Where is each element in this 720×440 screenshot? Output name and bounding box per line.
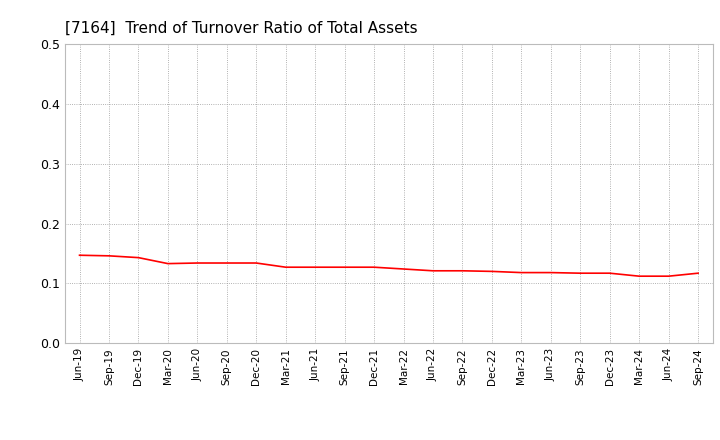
Text: [7164]  Trend of Turnover Ratio of Total Assets: [7164] Trend of Turnover Ratio of Total …	[65, 21, 418, 36]
